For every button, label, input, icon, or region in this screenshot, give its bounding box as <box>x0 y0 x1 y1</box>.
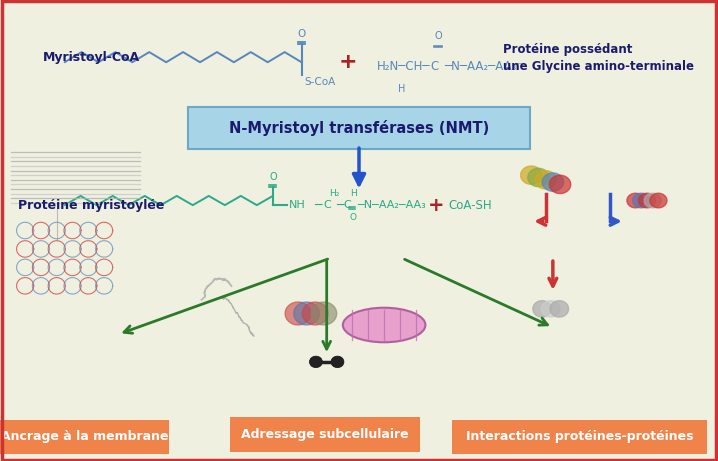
Text: H₂N─CH─: H₂N─CH─ <box>377 60 431 73</box>
Text: ─: ─ <box>314 199 322 212</box>
Ellipse shape <box>343 308 425 342</box>
Polygon shape <box>549 175 571 194</box>
Text: N-Myristoyl transférases (NMT): N-Myristoyl transférases (NMT) <box>229 120 489 136</box>
Polygon shape <box>627 193 644 208</box>
Polygon shape <box>302 302 328 325</box>
Text: ─: ─ <box>336 199 343 212</box>
Text: Protéine myristoylée: Protéine myristoylée <box>18 199 164 212</box>
Polygon shape <box>294 302 320 325</box>
Text: NH: NH <box>289 200 305 210</box>
Polygon shape <box>285 302 311 325</box>
Polygon shape <box>542 173 564 191</box>
Text: O: O <box>297 29 306 39</box>
Polygon shape <box>550 301 569 317</box>
FancyBboxPatch shape <box>0 420 169 454</box>
Text: +: + <box>339 52 358 72</box>
Polygon shape <box>638 193 656 208</box>
Polygon shape <box>541 301 560 317</box>
Text: H: H <box>398 84 406 95</box>
FancyBboxPatch shape <box>230 417 420 452</box>
Text: Adressage subcellulaire: Adressage subcellulaire <box>241 428 409 441</box>
FancyBboxPatch shape <box>452 420 707 454</box>
Polygon shape <box>650 193 667 208</box>
Text: S-CoA: S-CoA <box>304 77 336 88</box>
Ellipse shape <box>331 356 344 368</box>
Text: CoA-SH: CoA-SH <box>449 199 493 212</box>
Text: ─N─AA₂─AA₃⁻: ─N─AA₂─AA₃⁻ <box>444 60 523 73</box>
Ellipse shape <box>309 356 322 368</box>
Text: O: O <box>434 31 442 41</box>
Text: Protéine possédant
une Glycine amino-terminale: Protéine possédant une Glycine amino-ter… <box>503 42 694 73</box>
FancyBboxPatch shape <box>188 107 530 149</box>
Polygon shape <box>533 301 551 317</box>
Text: H: H <box>350 189 356 198</box>
Text: C: C <box>323 200 331 210</box>
Polygon shape <box>535 171 556 189</box>
Text: Myristoyl-CoA: Myristoyl-CoA <box>43 51 140 64</box>
Text: C: C <box>343 200 351 210</box>
Polygon shape <box>644 193 661 208</box>
Polygon shape <box>528 168 549 187</box>
Text: O: O <box>350 213 357 222</box>
Text: Ancrage à la membrane: Ancrage à la membrane <box>1 430 168 443</box>
Polygon shape <box>521 166 542 184</box>
Text: ─N─AA₂─AA₃: ─N─AA₂─AA₃ <box>358 200 426 210</box>
Text: O: O <box>269 172 276 182</box>
Text: +: + <box>429 195 444 215</box>
Text: C: C <box>431 60 439 73</box>
Polygon shape <box>633 193 650 208</box>
Text: Interactions protéines-protéines: Interactions protéines-protéines <box>466 430 694 443</box>
Polygon shape <box>311 302 337 325</box>
Text: H₂: H₂ <box>329 189 339 198</box>
